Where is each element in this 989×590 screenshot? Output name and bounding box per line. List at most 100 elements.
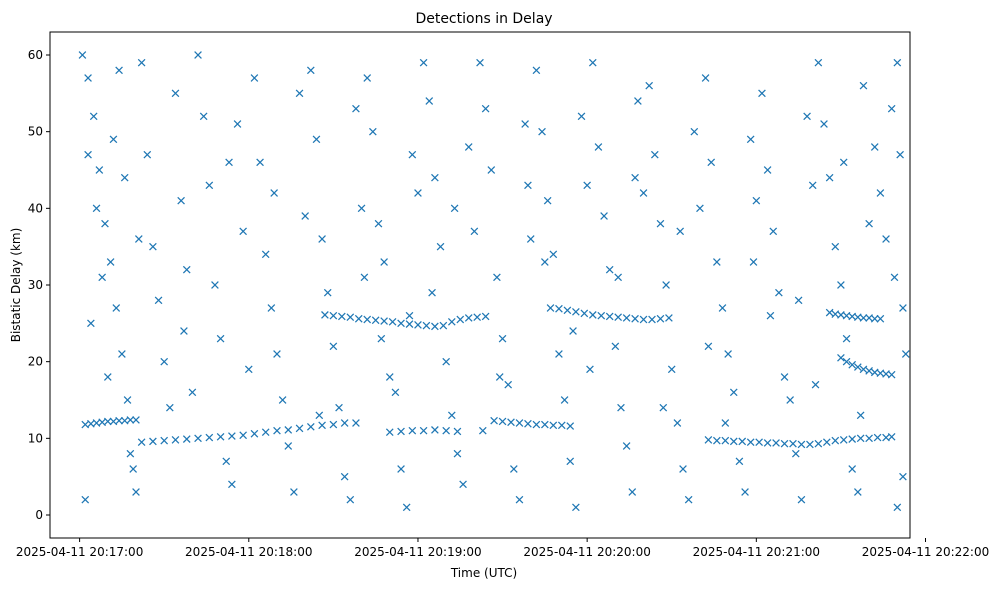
data-point xyxy=(538,127,546,136)
data-point xyxy=(312,135,321,144)
y-tick-label: 60 xyxy=(28,48,43,62)
data-point xyxy=(555,304,563,313)
data-point xyxy=(352,419,360,427)
data-point xyxy=(329,311,338,320)
data-point xyxy=(120,173,129,182)
data-point xyxy=(95,166,104,174)
data-point xyxy=(137,58,146,67)
data-point xyxy=(524,181,532,190)
data-point xyxy=(780,373,789,381)
data-point xyxy=(758,89,766,98)
data-point xyxy=(456,315,465,324)
data-point xyxy=(109,135,118,144)
data-point xyxy=(405,320,414,328)
data-point xyxy=(211,281,219,289)
data-point xyxy=(865,219,873,228)
data-point xyxy=(899,472,907,481)
data-point xyxy=(560,396,569,404)
data-point xyxy=(134,235,143,243)
data-point xyxy=(746,135,755,144)
data-point xyxy=(870,143,879,151)
data-point xyxy=(755,438,763,447)
data-point xyxy=(428,288,436,297)
data-point xyxy=(194,51,202,59)
data-point xyxy=(103,373,112,381)
data-point xyxy=(873,433,882,442)
data-point xyxy=(791,449,800,458)
data-point xyxy=(126,416,135,424)
data-point xyxy=(357,204,366,213)
data-point xyxy=(374,219,383,228)
data-point xyxy=(182,265,191,274)
data-point xyxy=(724,350,732,358)
data-point xyxy=(797,495,806,504)
data-point xyxy=(656,314,665,323)
data-point xyxy=(414,189,422,197)
data-point xyxy=(284,442,293,450)
data-point xyxy=(507,418,515,427)
data-point xyxy=(890,273,899,282)
data-point xyxy=(896,150,904,159)
y-tick-label: 40 xyxy=(28,201,43,215)
data-point xyxy=(126,449,135,458)
data-point xyxy=(354,314,363,323)
data-point xyxy=(876,189,885,197)
data-point xyxy=(171,436,180,444)
data-point xyxy=(803,112,811,121)
data-point xyxy=(763,166,772,174)
data-point xyxy=(605,265,614,274)
data-point xyxy=(106,258,115,266)
data-point xyxy=(143,150,152,159)
data-point xyxy=(848,435,857,443)
data-point xyxy=(676,227,685,236)
data-point xyxy=(177,196,185,205)
data-point xyxy=(397,465,405,473)
data-point xyxy=(261,250,270,259)
data-point xyxy=(439,321,448,330)
data-point xyxy=(273,350,281,358)
data-point xyxy=(84,74,92,82)
data-point xyxy=(839,158,848,167)
data-point xyxy=(414,321,422,329)
data-point xyxy=(876,314,885,323)
data-point xyxy=(118,350,126,358)
data-point xyxy=(346,313,355,322)
data-point xyxy=(290,488,298,496)
data-point xyxy=(78,51,87,59)
data-point xyxy=(766,311,775,320)
data-point xyxy=(797,440,806,449)
data-point xyxy=(154,296,163,305)
data-point xyxy=(704,342,713,351)
data-point xyxy=(225,158,233,167)
data-point xyxy=(839,436,848,444)
y-tick-label: 20 xyxy=(28,355,43,369)
data-point xyxy=(385,428,394,437)
y-axis-label: Bistatic Delay (km) xyxy=(9,228,23,343)
data-point xyxy=(81,495,90,504)
data-point xyxy=(749,258,758,266)
data-point xyxy=(335,403,343,412)
data-point xyxy=(887,104,896,113)
plot-area xyxy=(50,32,910,538)
data-point xyxy=(822,438,831,447)
data-point xyxy=(639,315,648,324)
data-point xyxy=(464,314,473,322)
data-point xyxy=(137,438,146,447)
data-point xyxy=(132,416,140,424)
data-point xyxy=(301,212,310,220)
data-point xyxy=(842,357,851,366)
data-point xyxy=(509,465,518,473)
data-point xyxy=(628,488,637,496)
data-point xyxy=(194,434,202,443)
x-tick-label: 2025-04-11 20:20:00 xyxy=(523,545,650,559)
data-point xyxy=(775,288,783,297)
data-point xyxy=(459,480,467,489)
data-point xyxy=(614,313,623,322)
data-point xyxy=(786,396,795,404)
data-point xyxy=(634,97,642,105)
data-point xyxy=(549,250,558,259)
data-point xyxy=(605,312,614,321)
data-point xyxy=(820,120,828,128)
data-point xyxy=(721,436,730,445)
data-point xyxy=(543,196,552,205)
